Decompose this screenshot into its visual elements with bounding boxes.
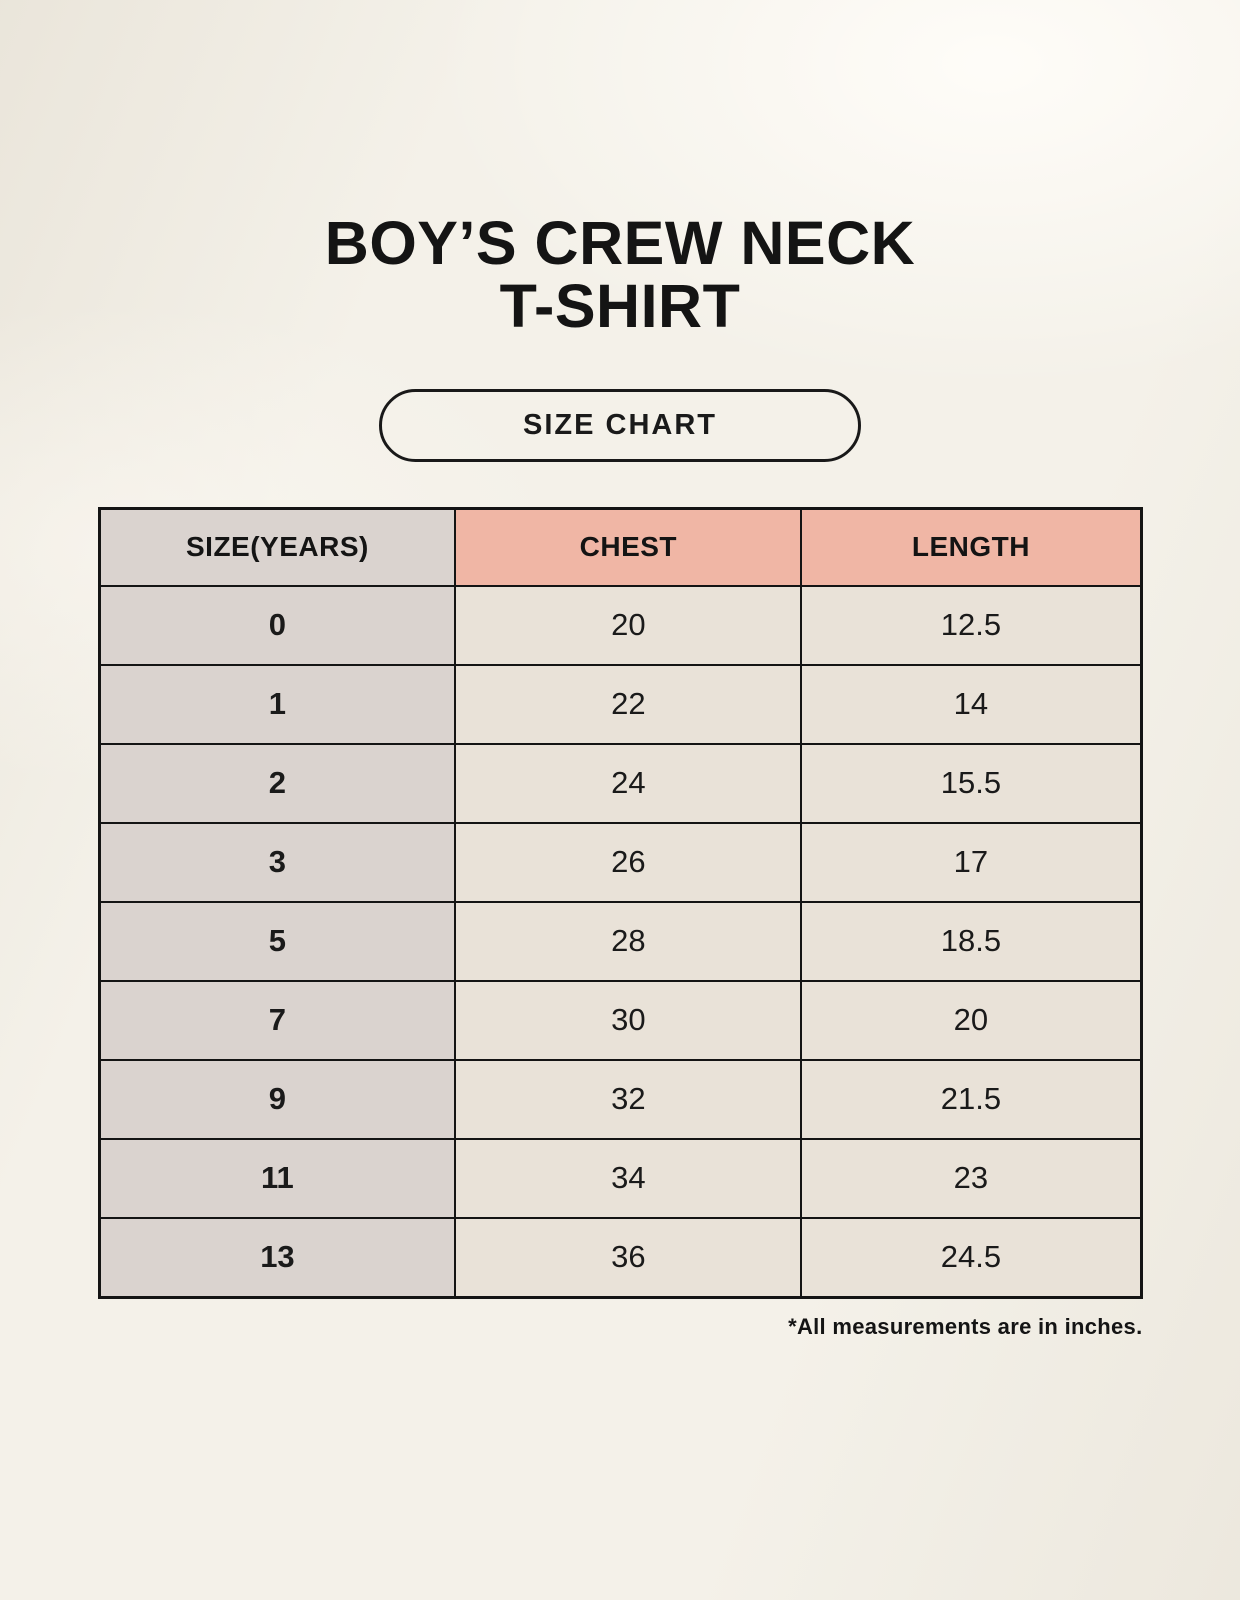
header-row: SIZE(YEARS) CHEST LENGTH [97, 507, 1142, 587]
length-cell: 18.5 [800, 900, 1142, 982]
size-table-container: SIZE(YEARS) CHEST LENGTH 0 20 12.5 1 22 14 2 24… [97, 506, 1143, 1299]
column-header-length: LENGTH [800, 507, 1142, 587]
page-title-line-2: T-SHIRT [499, 272, 741, 341]
table-row: 0 20 12.5 [97, 584, 1142, 666]
length-cell: 23 [800, 1137, 1142, 1219]
chest-cell: 20 [454, 584, 803, 666]
size-cell: 1 [97, 663, 457, 745]
table-row: 7 30 20 [97, 979, 1142, 1061]
table-row: 11 34 23 [97, 1137, 1142, 1219]
chest-cell: 24 [454, 742, 803, 824]
table-row: 1 22 14 [97, 663, 1142, 745]
table-row: 5 28 18.5 [97, 900, 1142, 982]
size-cell: 3 [97, 821, 457, 903]
size-cell: 5 [97, 900, 457, 982]
chest-cell: 30 [454, 979, 803, 1061]
length-cell: 15.5 [800, 742, 1142, 824]
table-row: 2 24 15.5 [97, 742, 1142, 824]
length-cell: 20 [800, 979, 1142, 1061]
length-cell: 12.5 [800, 584, 1142, 666]
chest-cell: 26 [454, 821, 803, 903]
chest-cell: 36 [454, 1216, 803, 1299]
chest-cell: 34 [454, 1137, 803, 1219]
length-cell: 21.5 [800, 1058, 1142, 1140]
page-title: BOY’S CREW NECK T-SHIRT [0, 0, 1240, 339]
measurement-footnote: *All measurements are in inches. [788, 1313, 1143, 1339]
column-header-chest: CHEST [454, 507, 803, 587]
page-title-line-1: BOY’S CREW NECK [324, 209, 916, 277]
length-cell: 24.5 [800, 1216, 1142, 1299]
chest-cell: 28 [454, 900, 803, 982]
size-table-body: 0 20 12.5 1 22 14 2 24 15.5 3 26 17 5 28 18.5 7 30 20 9 32 2… [97, 584, 1142, 1299]
table-row: 9 32 21.5 [97, 1058, 1142, 1140]
size-cell: 7 [97, 979, 457, 1061]
column-header-size: SIZE(YEARS) [97, 507, 457, 587]
chest-cell: 22 [454, 663, 803, 745]
length-cell: 17 [800, 821, 1142, 903]
size-cell: 11 [97, 1137, 457, 1219]
length-cell: 14 [800, 663, 1142, 745]
size-chart-badge[interactable]: SIZE CHART [379, 388, 861, 462]
size-cell: 2 [97, 742, 457, 824]
size-cell: 0 [97, 584, 457, 666]
table-row: 3 26 17 [97, 821, 1142, 903]
size-cell: 13 [97, 1216, 457, 1299]
size-table: SIZE(YEARS) CHEST LENGTH 0 20 12.5 1 22 14 2 24… [97, 506, 1143, 1299]
chest-cell: 32 [454, 1058, 803, 1140]
table-row: 13 36 24.5 [97, 1216, 1142, 1299]
size-table-header: SIZE(YEARS) CHEST LENGTH [97, 507, 1142, 587]
size-cell: 9 [97, 1058, 457, 1140]
